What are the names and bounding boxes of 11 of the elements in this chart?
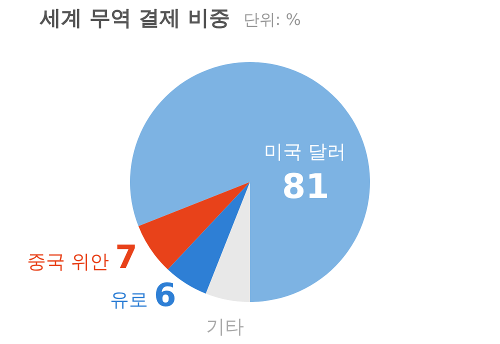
data-label: 7 <box>115 238 138 276</box>
pie-slice <box>138 182 250 270</box>
chart-title: 세계 무역 결제 비중 <box>39 6 230 30</box>
data-label: 81 <box>282 167 330 207</box>
slice-label: 기타 <box>206 316 244 338</box>
chart-subtitle: 단위: % <box>243 10 301 30</box>
slice-label: 중국 위안 <box>27 251 110 273</box>
data-label: 6 <box>154 276 176 314</box>
slice-label: 미국 달러 <box>264 141 346 163</box>
slice-label: 유로 <box>110 289 148 311</box>
pie-slice <box>206 182 250 302</box>
